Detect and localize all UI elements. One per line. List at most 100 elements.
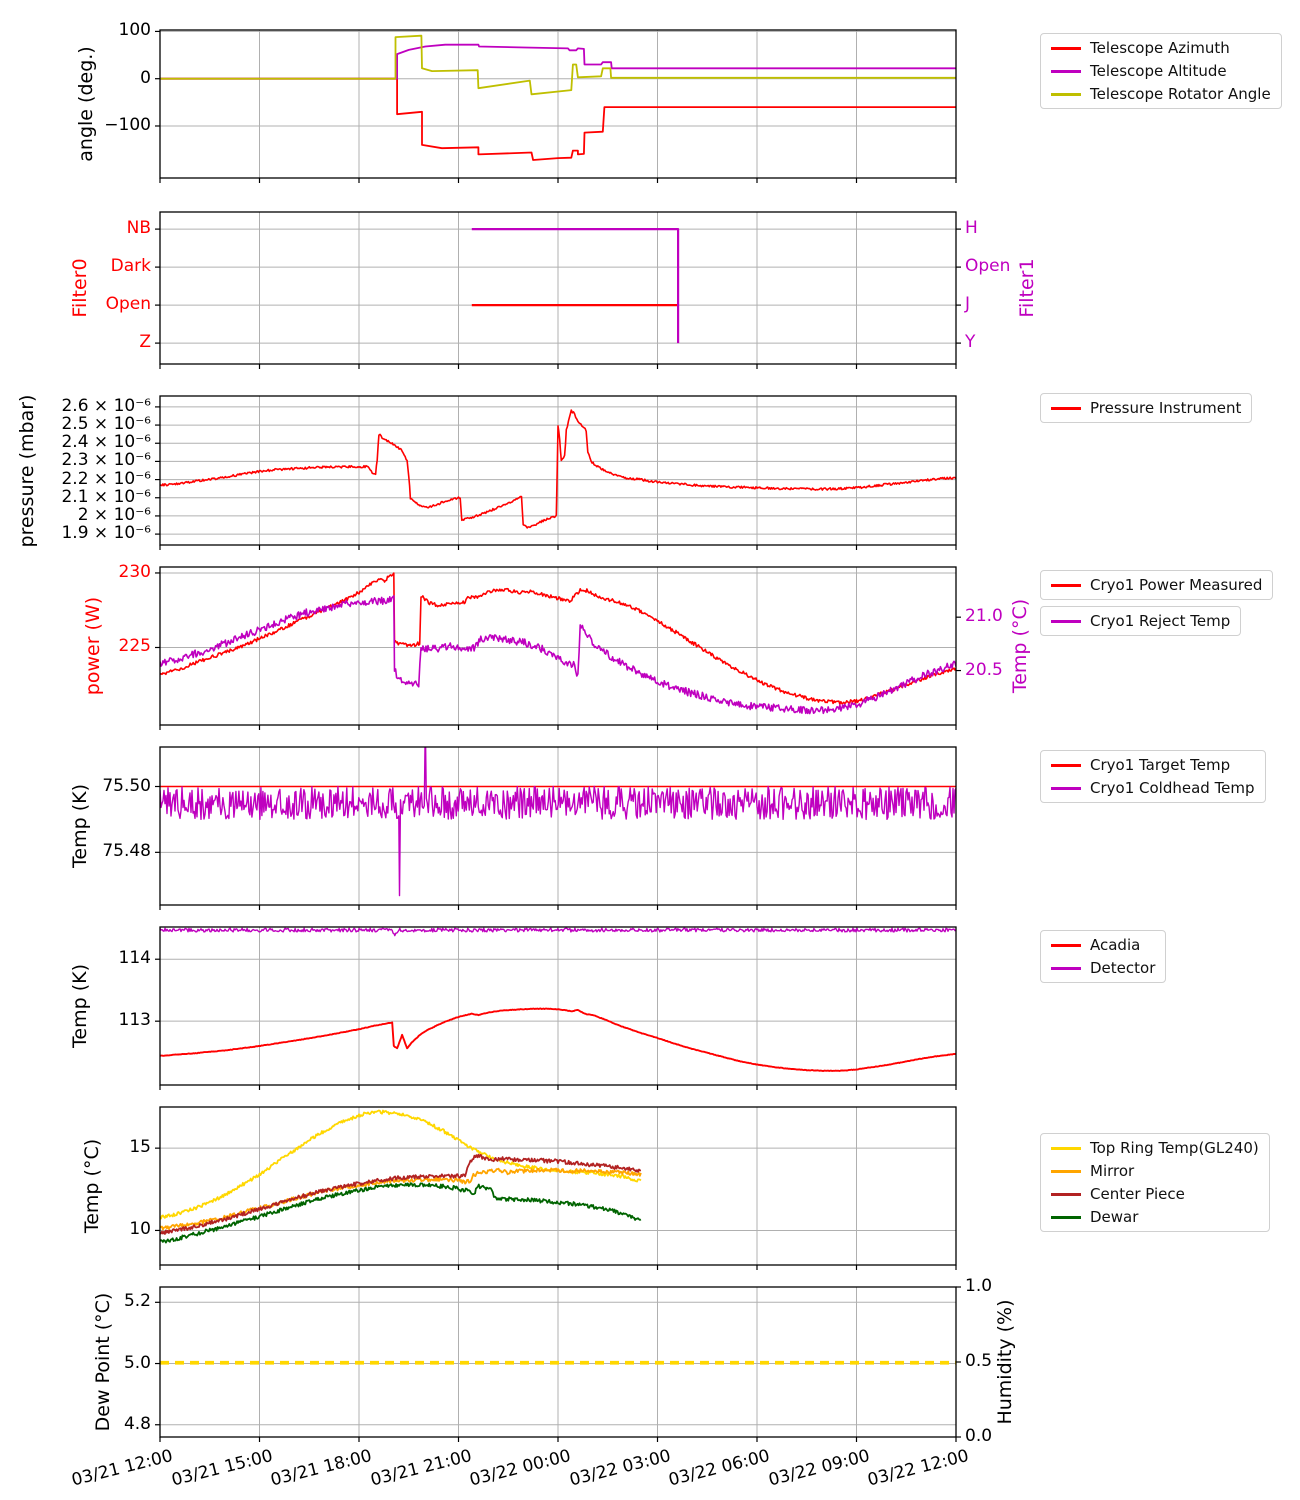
legend-label: Center Piece <box>1090 1185 1185 1203</box>
panel-cryo-temp <box>155 746 957 910</box>
legend-label: Pressure Instrument <box>1090 399 1242 417</box>
legend-label: Telescope Altitude <box>1090 62 1227 80</box>
series-line-detector <box>160 927 956 937</box>
panel-filter <box>155 211 961 369</box>
y-tick-label: 10 <box>129 1219 151 1240</box>
legend-entry: Center Piece <box>1051 1185 1259 1203</box>
y-tick-label: 5.0 <box>123 1352 151 1373</box>
series-line-acadia <box>160 1007 956 1072</box>
right-y-tick-label: 1.0 <box>965 1276 993 1296</box>
right-y-tick-label: 20.5 <box>965 659 1003 680</box>
y-tick-label: Dark <box>110 256 151 277</box>
legend-label: Cryo1 Power Measured <box>1090 576 1263 594</box>
legend-line-swatch <box>1051 943 1081 947</box>
y-tick-label: 114 <box>118 948 151 969</box>
legend-label: Telescope Azimuth <box>1090 39 1230 57</box>
y-tick-label: 4.8 <box>123 1413 151 1434</box>
series-line-cryo1-reject-temp <box>160 595 956 715</box>
panel-structure-temp <box>155 1106 957 1270</box>
legend-line-swatch <box>1051 1215 1081 1219</box>
series-line-telescope-rotator-angle <box>160 34 956 96</box>
y-tick-label: 230 <box>118 561 151 582</box>
series-line-telescope-azimuth <box>160 77 956 161</box>
legend-line-swatch <box>1051 46 1081 50</box>
legend-line-swatch <box>1051 1169 1081 1173</box>
series-line-filter1 <box>471 228 680 344</box>
legend-line-swatch <box>1051 786 1081 790</box>
legend-entry: Cryo1 Reject Temp <box>1051 612 1230 630</box>
y-tick-label: 1.9 × 10⁻⁶ <box>61 523 151 544</box>
legend-line-swatch <box>1051 619 1081 623</box>
legend-line-swatch <box>1051 583 1081 587</box>
y-tick-label: 2.6 × 10⁻⁶ <box>61 395 151 416</box>
y-tick-label: 5.2 <box>123 1291 151 1312</box>
legend-label: Cryo1 Reject Temp <box>1090 612 1231 630</box>
legend-entry: Acadia <box>1051 936 1155 954</box>
legend-label: Top Ring Temp(GL240) <box>1090 1139 1259 1157</box>
panel-power <box>155 566 961 730</box>
legend-entry: Telescope Rotator Angle <box>1051 85 1271 103</box>
right-y-tick-label: H <box>965 218 978 239</box>
y-tick-label: 2.5 × 10⁻⁶ <box>61 414 151 435</box>
legend-entry: Detector <box>1051 959 1155 977</box>
panel-angle <box>155 29 957 183</box>
series-line-cryo1-power-measured <box>160 572 956 705</box>
legend-line-swatch <box>1051 69 1081 73</box>
legend-line-swatch <box>1051 406 1081 410</box>
legend-entry: Dewar <box>1051 1208 1259 1226</box>
legend-label: Dewar <box>1090 1208 1139 1226</box>
legend-line-swatch <box>1051 92 1081 96</box>
series-line-cryo1-coldhead-temp <box>160 747 956 897</box>
right-y-tick-label: 0.5 <box>965 1351 993 1371</box>
series-line-center-piece <box>160 1153 642 1235</box>
y-tick-label: −100 <box>104 114 151 135</box>
y-tick-label: 225 <box>118 636 151 657</box>
y-tick-label: 15 <box>129 1137 151 1158</box>
series-line-pressure-instrument <box>160 409 956 529</box>
legend-line-swatch <box>1051 763 1081 767</box>
legend-entry: Telescope Altitude <box>1051 62 1271 80</box>
y-tick-label: 2.1 × 10⁻⁶ <box>61 486 151 507</box>
y-tick-label: 2.4 × 10⁻⁶ <box>61 432 151 453</box>
right-y-tick-label: J <box>965 294 971 315</box>
right-y-tick-label: Open <box>965 256 1011 277</box>
panel-dew-humidity <box>155 1286 961 1442</box>
y-tick-label: 2 × 10⁻⁶ <box>77 504 151 525</box>
y-tick-label: 0 <box>140 67 151 88</box>
y-tick-label: 75.48 <box>102 841 151 862</box>
panel-detector-temp <box>155 926 957 1090</box>
legend-entry: Telescope Azimuth <box>1051 39 1271 57</box>
legend-label: Cryo1 Coldhead Temp <box>1090 779 1255 797</box>
y-tick-label: 113 <box>118 1010 151 1031</box>
legend-label: Mirror <box>1090 1162 1135 1180</box>
legend: Cryo1 Power Measured <box>1040 570 1274 600</box>
legend: Acadia Detector <box>1040 930 1167 983</box>
y-tick-label: 2.3 × 10⁻⁶ <box>61 450 151 471</box>
y-tick-label: Open <box>105 294 151 315</box>
legend-entry: Cryo1 Power Measured <box>1051 576 1262 594</box>
y-tick-label: 100 <box>118 20 151 41</box>
y-tick-label: NB <box>126 218 151 239</box>
legend-label: Cryo1 Target Temp <box>1090 756 1231 774</box>
right-y-tick-label: 21.0 <box>965 606 1003 627</box>
legend: Pressure Instrument <box>1040 393 1253 423</box>
legend-label: Telescope Rotator Angle <box>1090 85 1271 103</box>
legend: Top Ring Temp(GL240) Mirror Center Piece De… <box>1040 1133 1270 1232</box>
y-tick-label: 2.2 × 10⁻⁶ <box>61 468 151 489</box>
legend-entry: Mirror <box>1051 1162 1259 1180</box>
series-line-dewar <box>160 1182 642 1244</box>
legend-line-swatch <box>1051 1192 1081 1196</box>
legend-entry: Cryo1 Coldhead Temp <box>1051 779 1255 797</box>
legend-label: Detector <box>1090 959 1156 977</box>
series-line-telescope-altitude <box>160 43 956 80</box>
legend-entry: Top Ring Temp(GL240) <box>1051 1139 1259 1157</box>
panel-pressure <box>155 395 957 550</box>
legend-label: Acadia <box>1090 936 1141 954</box>
legend: Telescope Azimuth Telescope Altitude Teles… <box>1040 33 1282 109</box>
legend: Cryo1 Reject Temp <box>1040 606 1242 636</box>
right-y-tick-label: 0.0 <box>965 1426 993 1446</box>
legend: Cryo1 Target Temp Cryo1 Coldhead Temp <box>1040 750 1266 803</box>
legend-line-swatch <box>1051 1146 1081 1150</box>
